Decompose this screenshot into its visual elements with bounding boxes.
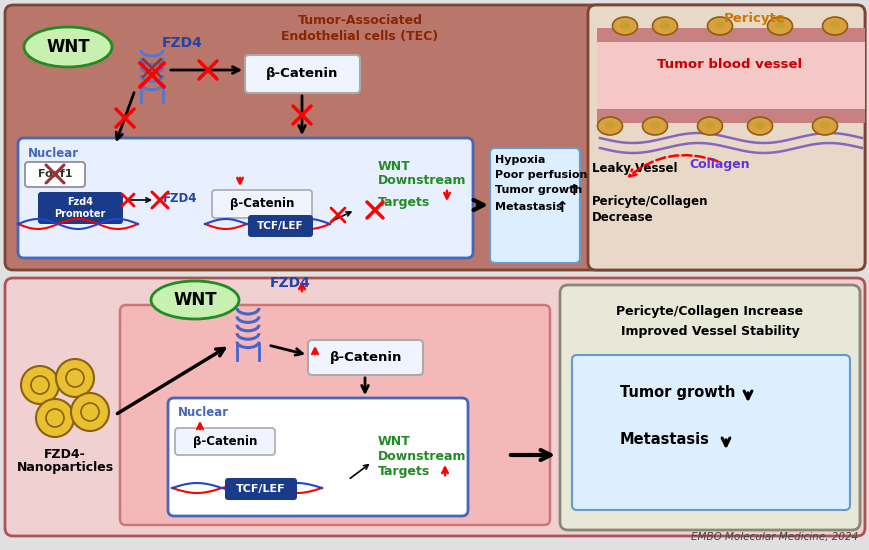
Ellipse shape	[652, 17, 677, 35]
Text: Metastasis: Metastasis	[620, 432, 709, 447]
Text: Pericyte/Collagen Increase: Pericyte/Collagen Increase	[616, 305, 803, 318]
Text: β-Catenin: β-Catenin	[329, 351, 401, 365]
Text: TCF/LEF: TCF/LEF	[256, 221, 303, 231]
Bar	[596, 109, 864, 123]
FancyBboxPatch shape	[175, 428, 275, 455]
FancyBboxPatch shape	[489, 148, 580, 263]
FancyBboxPatch shape	[308, 340, 422, 375]
Ellipse shape	[24, 27, 112, 67]
Text: ↑: ↑	[567, 183, 579, 198]
Ellipse shape	[746, 117, 772, 135]
Text: Poor perfusion: Poor perfusion	[494, 170, 587, 180]
Text: Tumor growth: Tumor growth	[620, 385, 734, 400]
Ellipse shape	[704, 121, 714, 129]
Circle shape	[36, 399, 74, 437]
FancyBboxPatch shape	[248, 215, 313, 237]
Text: ↑: ↑	[554, 200, 567, 215]
Text: Foxf1: Foxf1	[37, 169, 72, 179]
Text: Improved Vessel Stability: Improved Vessel Stability	[620, 325, 799, 338]
Bar	[596, 28, 864, 42]
Text: Tumor growth: Tumor growth	[494, 185, 581, 195]
Text: FZD4: FZD4	[162, 36, 202, 50]
Circle shape	[71, 393, 109, 431]
Ellipse shape	[649, 121, 660, 129]
FancyBboxPatch shape	[225, 478, 296, 500]
FancyBboxPatch shape	[587, 5, 864, 270]
Text: FZD4-: FZD4-	[44, 448, 86, 461]
Text: Nuclear: Nuclear	[178, 406, 229, 419]
Text: Hypoxia: Hypoxia	[494, 155, 545, 165]
FancyBboxPatch shape	[5, 278, 864, 536]
Text: β-Catenin: β-Catenin	[266, 68, 338, 80]
Ellipse shape	[151, 281, 239, 319]
Ellipse shape	[714, 21, 724, 29]
Text: Targets: Targets	[377, 196, 430, 209]
Text: Collagen: Collagen	[689, 158, 749, 171]
Text: FZD4: FZD4	[269, 276, 310, 290]
Ellipse shape	[754, 121, 764, 129]
Ellipse shape	[812, 117, 837, 135]
FancyBboxPatch shape	[560, 285, 859, 530]
FancyBboxPatch shape	[120, 305, 549, 525]
Text: Downstream: Downstream	[377, 450, 466, 463]
Text: Downstream: Downstream	[377, 174, 466, 187]
Text: β-Catenin: β-Catenin	[193, 434, 257, 448]
FancyBboxPatch shape	[5, 5, 864, 270]
Text: Leaky Vessel: Leaky Vessel	[591, 162, 677, 175]
Text: Nuclear: Nuclear	[28, 147, 79, 160]
Ellipse shape	[774, 21, 784, 29]
Ellipse shape	[821, 17, 846, 35]
Text: Tumor-Associated
Endothelial cells (TEC): Tumor-Associated Endothelial cells (TEC)	[281, 14, 438, 43]
FancyBboxPatch shape	[25, 162, 85, 187]
FancyBboxPatch shape	[212, 190, 312, 218]
Ellipse shape	[612, 17, 637, 35]
Ellipse shape	[642, 117, 667, 135]
Text: WNT: WNT	[173, 291, 216, 309]
Ellipse shape	[829, 21, 839, 29]
Text: WNT: WNT	[377, 160, 410, 173]
Text: Pericyte/Collagen
Decrease: Pericyte/Collagen Decrease	[591, 195, 707, 224]
Text: Pericyte: Pericyte	[723, 12, 785, 25]
FancyBboxPatch shape	[168, 398, 468, 516]
Text: TCF/LEF: TCF/LEF	[235, 484, 286, 494]
Text: Tumor blood vessel: Tumor blood vessel	[657, 58, 801, 72]
Text: WNT: WNT	[377, 435, 410, 448]
Ellipse shape	[620, 21, 629, 29]
Bar	[596, 28, 864, 123]
Circle shape	[56, 359, 94, 397]
Text: FZD4: FZD4	[163, 192, 197, 205]
FancyBboxPatch shape	[38, 192, 123, 224]
FancyBboxPatch shape	[245, 55, 360, 93]
Text: Targets: Targets	[377, 465, 430, 478]
Text: Nanoparticles: Nanoparticles	[17, 461, 114, 474]
Ellipse shape	[819, 121, 829, 129]
Text: EMBO Molecular Medicine, 2024: EMBO Molecular Medicine, 2024	[690, 532, 857, 542]
FancyBboxPatch shape	[18, 138, 473, 258]
Ellipse shape	[597, 117, 622, 135]
Text: WNT: WNT	[46, 38, 90, 56]
Text: Fzd4
Promoter: Fzd4 Promoter	[54, 197, 105, 219]
Ellipse shape	[604, 121, 614, 129]
Circle shape	[21, 366, 59, 404]
Text: Metastasis: Metastasis	[494, 202, 562, 212]
Ellipse shape	[706, 17, 732, 35]
Ellipse shape	[660, 21, 669, 29]
Ellipse shape	[766, 17, 792, 35]
Text: β-Catenin: β-Catenin	[229, 197, 294, 211]
Ellipse shape	[697, 117, 721, 135]
FancyBboxPatch shape	[571, 355, 849, 510]
